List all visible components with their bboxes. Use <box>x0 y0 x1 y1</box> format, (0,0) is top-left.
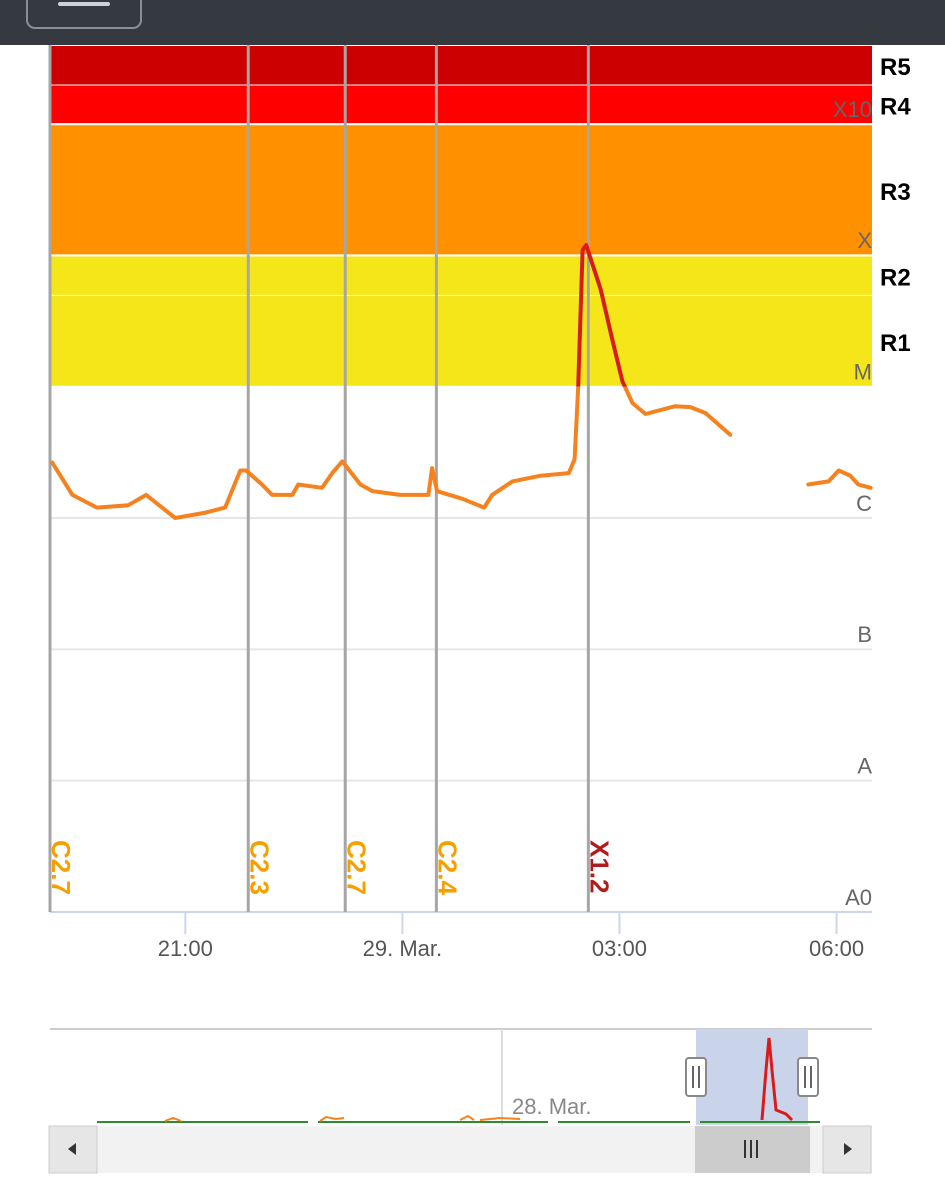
y-tick-label: B <box>857 622 872 647</box>
band-label: R5 <box>880 54 911 81</box>
flare-label: C2.7 <box>341 840 371 895</box>
flux-line <box>50 243 873 520</box>
navigator: 28. Mar. <box>50 1028 872 1125</box>
severity-band <box>50 84 872 125</box>
severity-band <box>50 45 872 85</box>
y-tick-label: A0 <box>845 885 872 910</box>
navigator-handle-right[interactable] <box>797 1057 819 1097</box>
y-tick-label: A <box>857 753 872 778</box>
navigator-label: 28. Mar. <box>512 1094 591 1119</box>
scroll-left-arrow <box>68 1143 76 1155</box>
navigator-spike <box>760 1037 794 1122</box>
y-tick-label: X10 <box>833 97 872 122</box>
flare-label: C2.7 <box>46 840 76 895</box>
band-label: R2 <box>880 264 911 291</box>
x-tick-label: 06:00 <box>809 936 864 961</box>
x-tick-label: 29. Mar. <box>363 936 442 961</box>
band-label: R3 <box>880 179 911 206</box>
flare-label: C2.4 <box>433 840 463 895</box>
plot-area: R1 R2 R3 R4 R5 A0 A B C M X X10 21:00 29. Mar. 03:00 06… <box>46 44 911 961</box>
severity-band <box>50 255 872 295</box>
flare-label: X1.2 <box>584 840 614 894</box>
scrollbar-thumb[interactable] <box>695 1126 810 1173</box>
y-tick-label: C <box>856 491 872 516</box>
x-tick-label: 03:00 <box>592 936 647 961</box>
band-label: R4 <box>880 94 911 121</box>
y-tick-label: M <box>854 360 872 385</box>
severity-band <box>50 124 872 256</box>
band-label: R1 <box>880 330 911 357</box>
menu-button[interactable] <box>26 0 142 29</box>
severity-band <box>50 294 872 387</box>
scrollbar-grip <box>744 1140 758 1158</box>
navigator-selection[interactable] <box>696 1029 808 1125</box>
scrollbar <box>48 1125 872 1174</box>
flare-label: C2.3 <box>244 840 274 895</box>
scroll-right-arrow <box>844 1143 852 1155</box>
y-tick-label: X <box>857 228 872 253</box>
navigator-handle-left[interactable] <box>685 1057 707 1097</box>
top-bar <box>0 0 945 45</box>
navigator-series-detail <box>164 1114 521 1122</box>
x-tick-label: 21:00 <box>158 936 213 961</box>
